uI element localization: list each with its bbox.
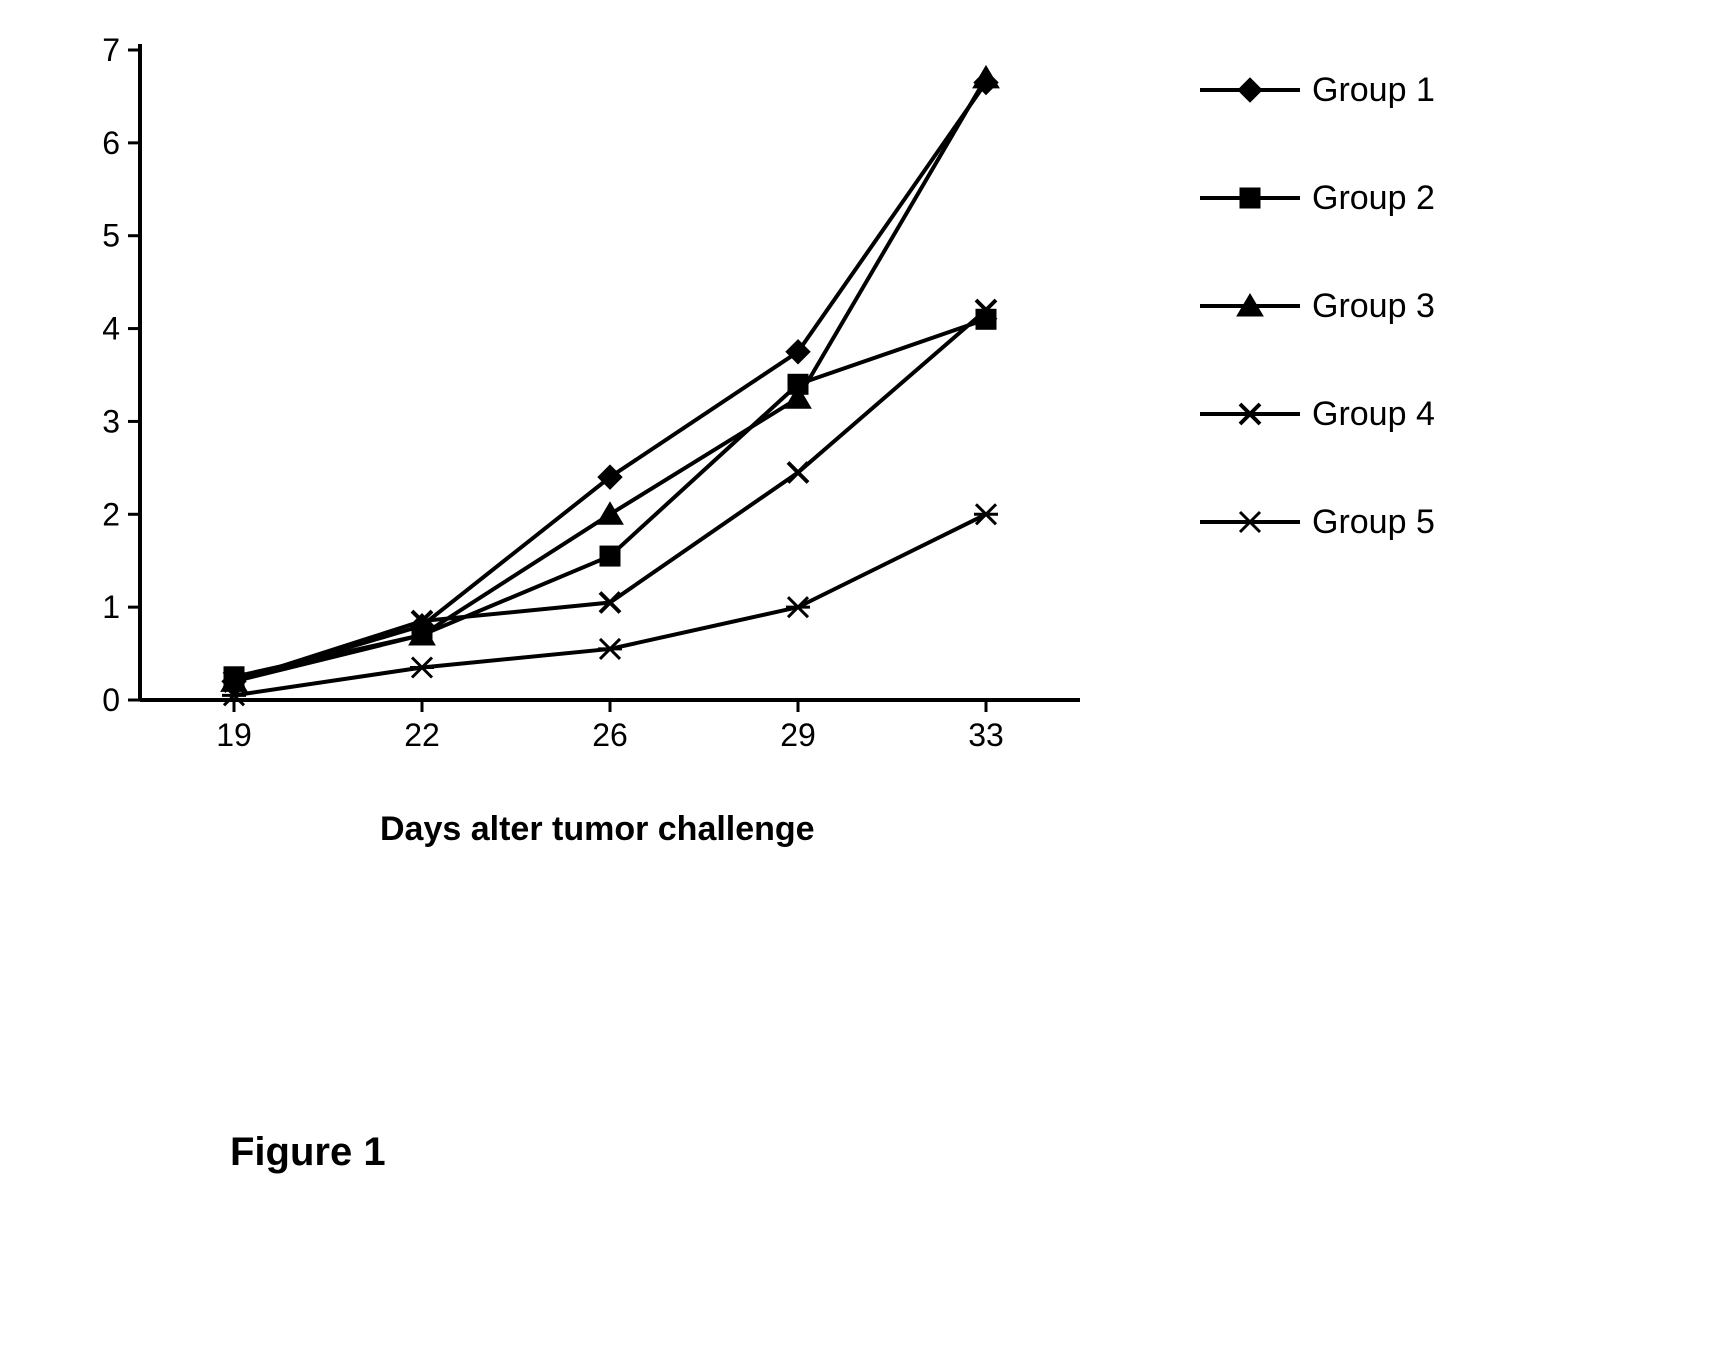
svg-text:33: 33 [968,717,1004,753]
svg-text:0: 0 [102,682,120,718]
legend-item: Group 5 [1200,502,1435,542]
legend-item: Group 1 [1200,70,1435,110]
figure-caption: Figure 1 [230,1130,386,1175]
legend-item: Group 4 [1200,394,1435,434]
svg-text:4: 4 [102,311,120,347]
svg-text:29: 29 [780,717,816,753]
svg-text:26: 26 [592,717,628,753]
legend-label: Group 2 [1312,179,1435,218]
legend: Group 1 Group 2 Group 3 Group 4 Group 5 [1200,70,1435,610]
legend-item: Group 2 [1200,178,1435,218]
legend-swatch [1200,286,1300,326]
legend-label: Group 1 [1312,71,1435,110]
svg-text:3: 3 [102,403,120,439]
svg-text:6: 6 [102,125,120,161]
svg-text:19: 19 [216,717,252,753]
legend-item: Group 3 [1200,286,1435,326]
legend-label: Group 4 [1312,395,1435,434]
svg-text:7: 7 [102,32,120,68]
line-chart: 0 1 2 3 4 5 6 7 19 22 26 29 33 [60,30,1100,790]
legend-swatch [1200,394,1300,434]
legend-swatch [1200,178,1300,218]
legend-label: Group 5 [1312,503,1435,542]
svg-text:22: 22 [404,717,440,753]
svg-text:5: 5 [102,218,120,254]
legend-swatch [1200,502,1300,542]
svg-text:2: 2 [102,496,120,532]
legend-label: Group 3 [1312,287,1435,326]
x-axis-label: Days alter tumor challenge [380,810,815,849]
chart-container: 012345671922262933 Days alter tumor chal… [60,30,1100,790]
legend-swatch [1200,70,1300,110]
svg-text:1: 1 [102,589,120,625]
